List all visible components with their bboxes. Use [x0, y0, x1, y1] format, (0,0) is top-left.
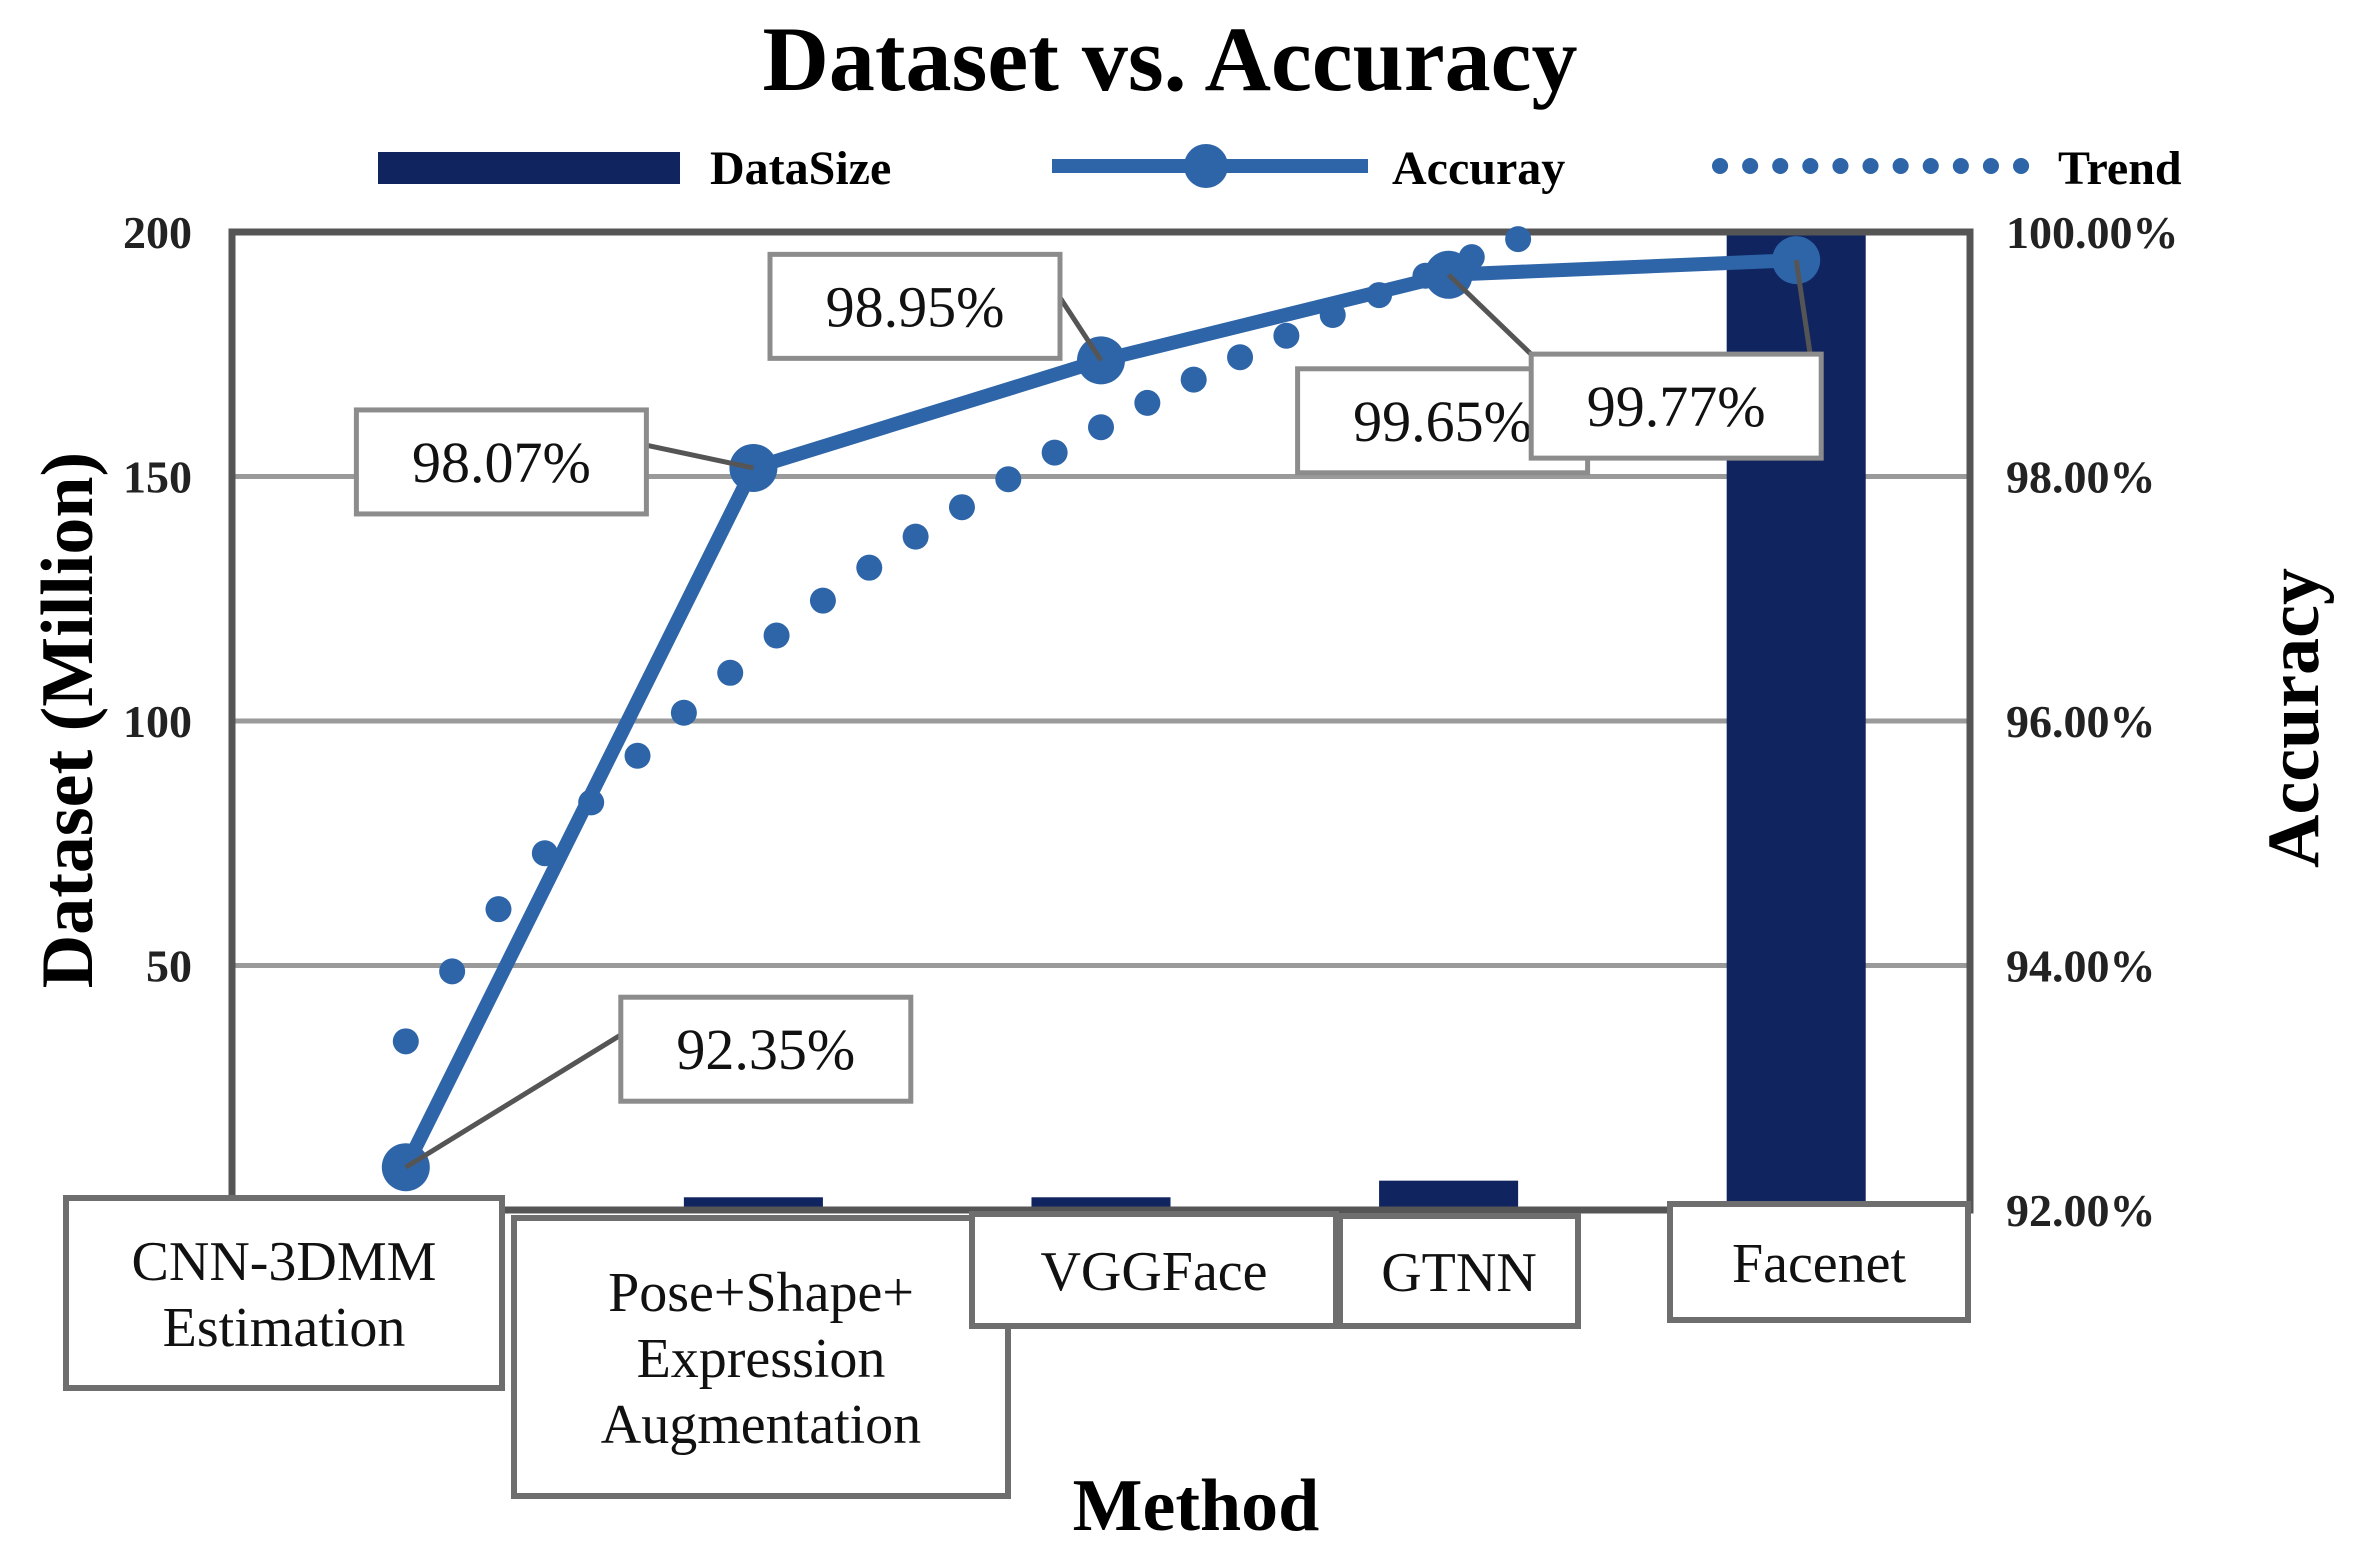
data-label-text: 99.65%: [1353, 389, 1532, 454]
bar-datasize: [1379, 1180, 1519, 1210]
data-label-box: [767, 251, 1063, 361]
legend: DataSize Accuray Trend: [378, 142, 2182, 195]
trend-dot: [1088, 414, 1114, 441]
trend-dot: [485, 896, 512, 923]
trend-dot: [1134, 389, 1161, 416]
x-category-text: GTNN: [1381, 1242, 1537, 1304]
x-category-text: Facenet: [1732, 1233, 1907, 1295]
data-label: 92.35%: [404, 994, 914, 1170]
x-category-label: GTNN: [1337, 1213, 1581, 1329]
x-category-label: VGGFace: [969, 1211, 1339, 1329]
legend-item-datasize: DataSize: [378, 142, 891, 195]
trend-dot: [809, 587, 836, 614]
trend-dot: [902, 523, 929, 550]
trend-dot: [948, 494, 975, 521]
legend-item-accuracy: Accuray: [1052, 142, 1565, 195]
data-label: 98.07%: [353, 407, 754, 517]
trend-dot: [392, 1028, 419, 1055]
legend-swatch-accuracy-marker: [1184, 144, 1228, 188]
data-label-box: [353, 407, 649, 517]
data-label-text: 98.07%: [412, 430, 591, 495]
y2-tick-label: 100.00%: [2006, 207, 2179, 258]
x-category-box: [1667, 1201, 1971, 1323]
x-category-text: Estimation: [163, 1297, 406, 1359]
x-category-text: Pose+Shape+: [608, 1262, 914, 1324]
x-axis-label: Method: [1073, 1465, 1320, 1547]
x-category-label: Facenet: [1667, 1201, 1971, 1323]
x-category-box: [511, 1215, 1011, 1499]
y2-tick-label: 98.00%: [2006, 452, 2156, 503]
y2-tick-label: 92.00%: [2006, 1185, 2156, 1236]
x-category-box: [969, 1211, 1339, 1329]
legend-label-trend: Trend: [2058, 142, 2182, 195]
y-tick-label: 150: [123, 452, 192, 503]
data-labels: 92.35% 98.07% 98.95% 99.65% 99.77%: [353, 251, 1824, 1170]
trend-dot: [763, 622, 790, 649]
legend-label-datasize: DataSize: [710, 142, 891, 195]
trend-dot: [717, 659, 744, 686]
trend-dot: [995, 466, 1022, 493]
x-category-text: CNN-3DMM: [132, 1231, 437, 1293]
y-axis-label: Dataset (Million): [27, 452, 109, 988]
trend-dot: [439, 958, 466, 985]
legend-item-trend: Trend: [1712, 142, 2182, 195]
chart-title: Dataset vs. Accuracy: [762, 8, 1577, 110]
y-axis-ticks: 050100150200: [123, 207, 192, 1236]
trend-dot: [1227, 344, 1254, 371]
legend-label-accuracy: Accuray: [1392, 142, 1565, 195]
x-category-box: [1337, 1213, 1581, 1329]
y-tick-label: 50: [146, 941, 192, 992]
trend-dot: [624, 742, 651, 769]
data-label-text: 98.95%: [826, 274, 1005, 339]
y2-tick-label: 96.00%: [2006, 696, 2156, 747]
y-tick-label: 200: [123, 207, 192, 258]
y2-axis-label: Accuracy: [2253, 568, 2335, 868]
data-label: 98.95%: [767, 251, 1104, 362]
trend-dot: [1180, 366, 1207, 393]
y2-tick-label: 94.00%: [2006, 941, 2156, 992]
trend-dot: [1041, 439, 1068, 466]
plot-area-frame: [228, 228, 1974, 1214]
trend-dot: [670, 699, 697, 726]
y-tick-label: 100: [123, 696, 192, 747]
trend-dot: [1273, 322, 1300, 349]
legend-swatch-datasize: [378, 152, 680, 184]
data-label: 99.77%: [1528, 259, 1824, 461]
x-category-box: [63, 1195, 505, 1391]
trend-dot: [856, 554, 883, 581]
data-label-box: [618, 994, 914, 1104]
x-category-text: Augmentation: [601, 1394, 921, 1456]
x-category-text: Expression: [637, 1328, 886, 1390]
data-label-box: [1528, 351, 1824, 461]
x-category-text: VGGFace: [1040, 1241, 1267, 1303]
data-label-text: 99.77%: [1587, 374, 1766, 439]
data-label-text: 92.35%: [676, 1017, 855, 1082]
x-axis-categories: CNN-3DMMEstimationPose+Shape+ExpressionA…: [63, 1195, 1971, 1499]
gridlines: [232, 474, 1970, 968]
y2-axis-ticks: 92.00% 94.00% 96.00% 98.00% 100.00%: [2006, 207, 2179, 1236]
trend-dot: [1505, 226, 1532, 253]
